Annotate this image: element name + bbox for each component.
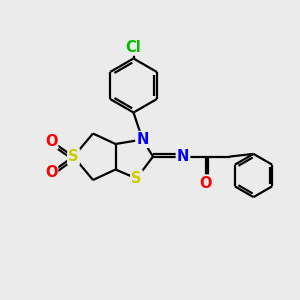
Text: O: O	[45, 134, 57, 148]
Text: O: O	[45, 165, 57, 180]
Text: S: S	[131, 171, 142, 186]
Text: O: O	[199, 176, 212, 190]
Text: S: S	[68, 149, 79, 164]
Text: N: N	[136, 132, 149, 147]
Text: N: N	[177, 149, 189, 164]
Text: Cl: Cl	[126, 40, 141, 55]
